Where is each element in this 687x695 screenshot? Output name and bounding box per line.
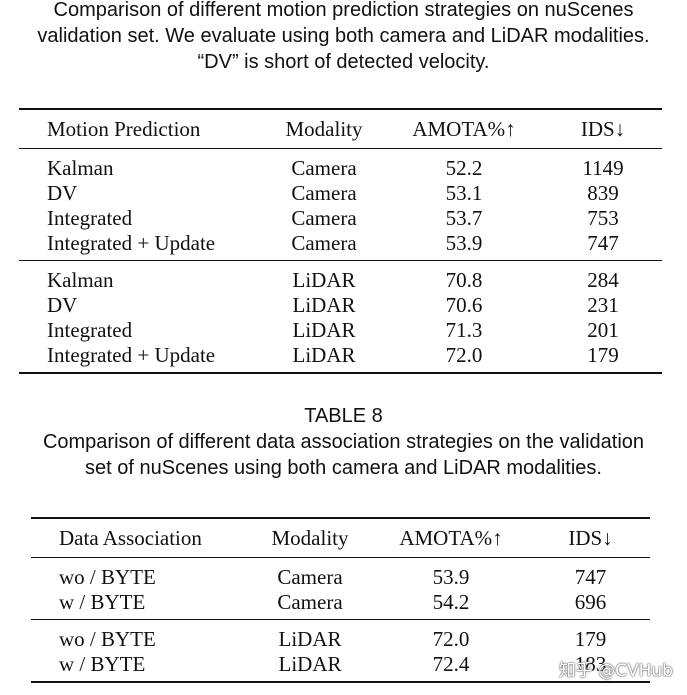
- column-header: Modality: [264, 108, 384, 149]
- amota-cell: 53.7: [445, 206, 483, 230]
- camera-group: Kalman Camera 52.2 1149 DV Camera 53.1 8…: [19, 149, 662, 261]
- table8-caption: TABLE 8 Comparison of different data ass…: [0, 403, 687, 481]
- column-header: AMOTA%↑: [371, 517, 531, 558]
- table8-label: TABLE 8: [304, 405, 383, 427]
- table7-caption-line-1: Comparison of different motion predictio…: [53, 0, 634, 21]
- amota-cell: 70.6: [445, 293, 483, 317]
- amota-cell-best: 72.4: [371, 652, 531, 683]
- ids-cell-best: 179: [531, 619, 650, 652]
- amota-cell: 70.8: [384, 260, 544, 293]
- ids-cell-best: 747: [587, 231, 619, 255]
- modality-cell: Camera: [291, 206, 357, 230]
- column-header: Modality: [249, 517, 371, 558]
- modality-cell: LiDAR: [249, 619, 371, 652]
- method-cell: DV: [47, 293, 78, 317]
- table-row: DV Camera 53.1 839: [19, 181, 662, 206]
- amota-cell: 71.3: [445, 318, 483, 342]
- modality-cell: Camera: [277, 565, 343, 589]
- method-cell: w / BYTE: [59, 590, 146, 614]
- table-row: Integrated LiDAR 71.3 201: [19, 318, 662, 343]
- table8-caption-line-1: Comparison of different data association…: [42, 431, 645, 453]
- method-cell: Integrated + Update: [47, 231, 216, 255]
- table-row: w / BYTE LiDAR 72.4 183: [31, 652, 650, 683]
- ids-cell: 284: [544, 260, 662, 293]
- column-header: IDS↓: [544, 108, 662, 149]
- table-row: Integrated + Update Camera 53.9 747: [19, 231, 662, 261]
- modality-cell: LiDAR: [292, 293, 356, 317]
- method-cell: Kalman: [47, 156, 114, 180]
- ids-cell: 201: [587, 318, 619, 342]
- amota-cell-best: 72.0: [384, 343, 544, 374]
- data-association-table: Data Association Modality AMOTA%↑ IDS↓ w…: [31, 517, 650, 683]
- table-row: wo / BYTE Camera 53.9 747: [31, 558, 650, 591]
- ids-cell: 839: [587, 181, 619, 205]
- table-row: wo / BYTE LiDAR 72.0 179: [31, 619, 650, 652]
- camera-group: wo / BYTE Camera 53.9 747 w / BYTE Camer…: [31, 558, 650, 620]
- lidar-group: Kalman LiDAR 70.8 284 DV LiDAR 70.6 231 …: [19, 260, 662, 374]
- ids-cell-best: 696: [574, 590, 607, 614]
- method-cell: Kalman: [19, 260, 264, 293]
- table-row: Kalman Camera 52.2 1149: [19, 149, 662, 182]
- modality-cell: Camera: [291, 231, 357, 255]
- ids-cell: 183: [531, 652, 650, 683]
- ids-cell: 1149: [582, 156, 624, 180]
- ids-cell: 753: [587, 206, 619, 230]
- method-cell: Integrated + Update: [19, 343, 264, 374]
- column-header: AMOTA%↑: [384, 108, 544, 149]
- table7-caption-line-2: validation set. We evaluate using both c…: [37, 25, 650, 47]
- modality-cell: LiDAR: [249, 652, 371, 683]
- table8-caption-line-2: set of nuScenes using both camera and Li…: [85, 457, 602, 479]
- modality-cell: LiDAR: [264, 343, 384, 374]
- modality-cell: LiDAR: [292, 318, 356, 342]
- watermark: 知乎 @CVHub: [558, 661, 673, 681]
- ids-cell-best: 179: [544, 343, 662, 374]
- method-cell: DV: [47, 181, 78, 205]
- table7-caption-line-3: “DV” is short of detected velocity.: [197, 51, 490, 73]
- amota-cell: 72.0: [371, 619, 531, 652]
- amota-cell-best: 53.9: [445, 231, 483, 255]
- amota-cell: 52.2: [445, 156, 483, 180]
- amota-cell-best: 54.2: [432, 590, 470, 614]
- amota-cell: 53.1: [445, 181, 483, 205]
- table-header-row: Data Association Modality AMOTA%↑ IDS↓: [31, 517, 650, 558]
- method-cell: Integrated: [47, 318, 133, 342]
- table-row: w / BYTE Camera 54.2 696: [31, 590, 650, 620]
- ids-cell: 231: [587, 293, 619, 317]
- table-row: Kalman LiDAR 70.8 284: [19, 260, 662, 293]
- amota-cell: 53.9: [432, 565, 470, 589]
- modality-cell: Camera: [291, 156, 357, 180]
- method-cell: w / BYTE: [31, 652, 249, 683]
- modality-cell: Camera: [291, 181, 357, 205]
- table-row: Integrated + Update LiDAR 72.0 179: [19, 343, 662, 374]
- method-cell: Integrated: [47, 206, 133, 230]
- method-cell: wo / BYTE: [59, 565, 156, 589]
- table-header-row: Motion Prediction Modality AMOTA%↑ IDS↓: [19, 108, 662, 149]
- table-row: Integrated Camera 53.7 753: [19, 206, 662, 231]
- table-row: DV LiDAR 70.6 231: [19, 293, 662, 318]
- method-cell: wo / BYTE: [31, 619, 249, 652]
- column-header: Data Association: [31, 517, 249, 558]
- motion-prediction-table: Motion Prediction Modality AMOTA%↑ IDS↓ …: [19, 108, 662, 374]
- modality-cell: LiDAR: [264, 260, 384, 293]
- column-header: Motion Prediction: [19, 108, 264, 149]
- table7-caption: Comparison of different motion predictio…: [0, 0, 687, 75]
- lidar-group: wo / BYTE LiDAR 72.0 179 w / BYTE LiDAR …: [31, 619, 650, 683]
- ids-cell: 747: [574, 565, 607, 589]
- column-header: IDS↓: [531, 517, 650, 558]
- modality-cell: Camera: [277, 590, 343, 614]
